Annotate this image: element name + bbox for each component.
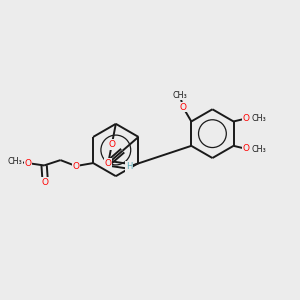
Text: O: O <box>242 114 250 123</box>
Text: CH₃: CH₃ <box>251 114 266 123</box>
Text: O: O <box>108 140 115 149</box>
Text: O: O <box>105 159 112 168</box>
Text: CH₃: CH₃ <box>251 145 266 154</box>
Text: O: O <box>42 178 49 187</box>
Text: CH₃: CH₃ <box>8 157 23 166</box>
Text: CH₃: CH₃ <box>172 91 188 100</box>
Text: O: O <box>242 144 250 153</box>
Text: O: O <box>72 161 80 170</box>
Text: H: H <box>126 162 133 171</box>
Text: O: O <box>24 159 31 168</box>
Text: O: O <box>179 103 187 112</box>
